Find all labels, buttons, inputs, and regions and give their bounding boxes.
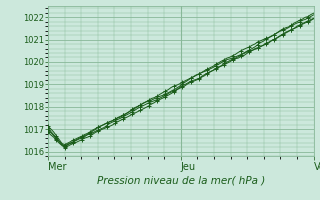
X-axis label: Pression niveau de la mer( hPa ): Pression niveau de la mer( hPa ) — [97, 176, 265, 186]
